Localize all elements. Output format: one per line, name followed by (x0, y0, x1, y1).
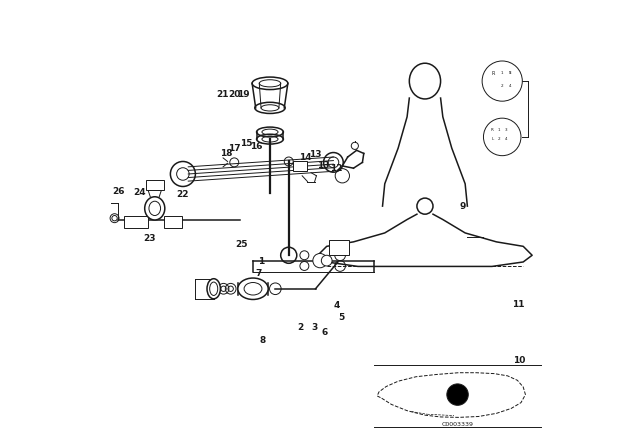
Text: 10: 10 (513, 356, 525, 365)
Circle shape (313, 254, 327, 268)
Text: 8: 8 (260, 336, 266, 345)
Text: C0003339: C0003339 (442, 422, 474, 426)
Text: 7: 7 (255, 269, 262, 278)
Text: 21: 21 (216, 90, 229, 99)
Text: 6: 6 (321, 327, 328, 336)
Text: 25: 25 (236, 240, 248, 249)
Text: 20: 20 (228, 90, 241, 99)
Text: 9: 9 (460, 202, 466, 211)
Circle shape (482, 61, 522, 101)
Text: 23: 23 (143, 234, 156, 243)
Ellipse shape (410, 63, 440, 99)
Text: 1: 1 (497, 128, 500, 132)
Text: 22: 22 (176, 190, 189, 199)
Ellipse shape (244, 283, 262, 295)
Circle shape (483, 118, 521, 155)
Text: 19: 19 (237, 90, 250, 99)
Text: 11: 11 (513, 300, 525, 309)
Bar (124, 216, 148, 228)
Text: 2: 2 (497, 137, 500, 141)
Text: R: R (491, 128, 494, 132)
Text: 1: 1 (258, 258, 264, 267)
Circle shape (321, 255, 332, 266)
Bar (293, 161, 307, 171)
Text: 3: 3 (311, 323, 317, 332)
Text: 17: 17 (228, 144, 241, 154)
Text: 4: 4 (504, 137, 507, 141)
Text: 14: 14 (300, 153, 312, 163)
Text: L: L (492, 137, 493, 141)
Ellipse shape (145, 197, 165, 220)
Bar (164, 216, 182, 228)
Text: 5: 5 (339, 313, 344, 322)
Bar (146, 180, 164, 190)
Text: 13: 13 (317, 161, 330, 170)
Text: 4: 4 (509, 83, 511, 87)
Circle shape (447, 384, 468, 405)
Text: 24: 24 (133, 188, 145, 197)
Bar (329, 240, 349, 255)
Text: 12: 12 (330, 164, 343, 172)
Circle shape (417, 198, 433, 214)
Text: 2: 2 (297, 323, 303, 332)
Ellipse shape (207, 279, 220, 299)
Text: 1: 1 (501, 71, 504, 75)
Text: 4: 4 (334, 301, 340, 310)
Text: 26: 26 (112, 187, 124, 196)
Text: 5: 5 (509, 71, 511, 75)
Text: 16: 16 (250, 142, 263, 151)
Text: 15: 15 (240, 139, 253, 148)
Text: R: R (492, 70, 495, 76)
Text: 2: 2 (501, 83, 504, 87)
Text: 3: 3 (504, 128, 507, 132)
Text: 13: 13 (309, 150, 322, 159)
Text: 3: 3 (509, 71, 511, 75)
Text: 18: 18 (220, 149, 232, 158)
Ellipse shape (238, 278, 268, 299)
